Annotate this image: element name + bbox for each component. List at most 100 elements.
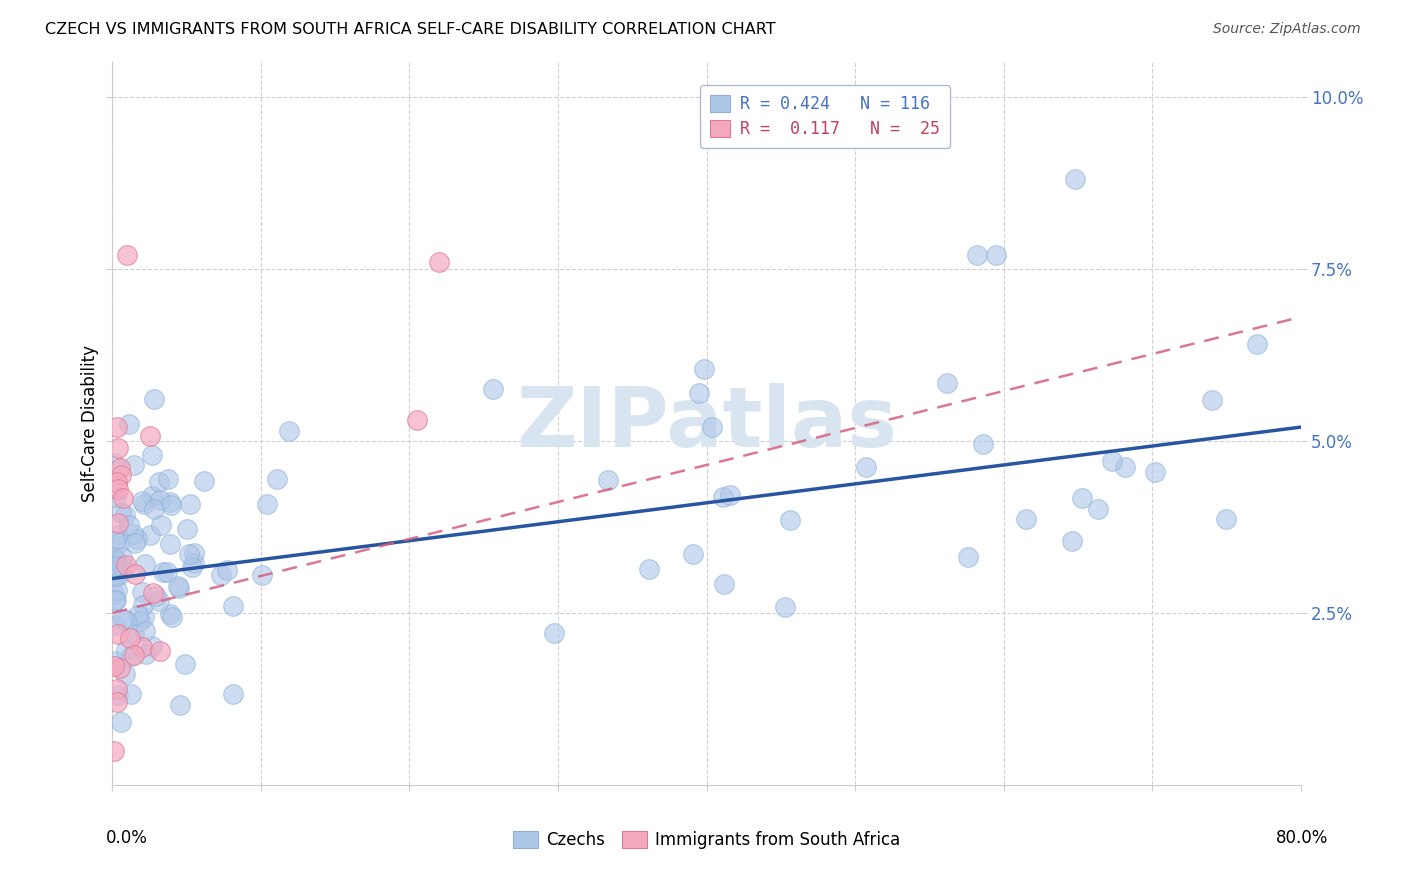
Point bbox=[114, 667, 136, 681]
Point bbox=[181, 559, 204, 574]
Text: CZECH VS IMMIGRANTS FROM SOUTH AFRICA SELF-CARE DISABILITY CORRELATION CHART: CZECH VS IMMIGRANTS FROM SOUTH AFRICA SE… bbox=[45, 22, 776, 37]
Point bbox=[105, 582, 128, 597]
Point bbox=[143, 502, 166, 516]
Point bbox=[688, 386, 710, 401]
Point bbox=[107, 536, 129, 550]
Point bbox=[117, 248, 139, 262]
Point bbox=[779, 513, 801, 527]
Point bbox=[157, 472, 180, 486]
Point bbox=[107, 516, 129, 530]
Point bbox=[775, 600, 797, 615]
Point bbox=[110, 506, 132, 520]
Point bbox=[1201, 392, 1223, 407]
Point bbox=[118, 417, 141, 431]
Point bbox=[104, 558, 127, 573]
Point bbox=[127, 608, 149, 623]
Point bbox=[222, 599, 245, 614]
Point bbox=[121, 527, 143, 541]
Point bbox=[1060, 533, 1083, 548]
Point bbox=[159, 537, 181, 551]
Point bbox=[152, 565, 174, 579]
Point bbox=[107, 688, 129, 702]
Point bbox=[177, 547, 200, 561]
Point bbox=[134, 610, 156, 624]
Point bbox=[277, 424, 299, 438]
Point bbox=[103, 743, 125, 757]
Point bbox=[131, 585, 153, 599]
Point bbox=[256, 497, 278, 511]
Point bbox=[103, 587, 125, 601]
Point bbox=[406, 413, 429, 427]
Point bbox=[103, 568, 125, 582]
Point bbox=[481, 382, 503, 396]
Point bbox=[855, 460, 877, 475]
Point bbox=[112, 491, 135, 505]
Text: Source: ZipAtlas.com: Source: ZipAtlas.com bbox=[1213, 22, 1361, 37]
Point bbox=[1063, 172, 1085, 186]
Point bbox=[120, 649, 142, 664]
Point bbox=[114, 642, 136, 657]
Point bbox=[1143, 466, 1166, 480]
Point bbox=[193, 475, 215, 489]
Point bbox=[638, 562, 661, 576]
Point bbox=[682, 547, 704, 561]
Point bbox=[209, 568, 232, 582]
Point bbox=[250, 568, 273, 582]
Point bbox=[138, 429, 160, 443]
Point bbox=[143, 392, 166, 407]
Point bbox=[104, 593, 127, 607]
Point bbox=[159, 607, 181, 621]
Point bbox=[972, 437, 994, 451]
Point bbox=[124, 567, 146, 582]
Point bbox=[103, 658, 125, 673]
Point bbox=[118, 518, 141, 533]
Legend: Czechs, Immigrants from South Africa: Czechs, Immigrants from South Africa bbox=[506, 824, 907, 856]
Point bbox=[1114, 459, 1136, 474]
Point bbox=[1215, 512, 1237, 526]
Point bbox=[167, 581, 190, 595]
Point bbox=[105, 695, 128, 709]
Point bbox=[966, 248, 988, 262]
Point bbox=[174, 657, 197, 672]
Point bbox=[134, 558, 156, 572]
Point bbox=[718, 487, 741, 501]
Point bbox=[103, 456, 125, 470]
Point bbox=[124, 536, 146, 550]
Y-axis label: Self-Care Disability: Self-Care Disability bbox=[80, 345, 98, 502]
Point bbox=[141, 489, 163, 503]
Point bbox=[107, 528, 129, 542]
Point bbox=[104, 568, 127, 582]
Point bbox=[141, 448, 163, 462]
Point bbox=[167, 579, 190, 593]
Point bbox=[1071, 491, 1094, 505]
Point bbox=[124, 626, 146, 640]
Point bbox=[108, 661, 131, 675]
Point bbox=[984, 248, 1007, 262]
Point bbox=[107, 626, 129, 640]
Point bbox=[142, 586, 165, 600]
Point bbox=[120, 687, 142, 701]
Point bbox=[118, 632, 141, 646]
Point bbox=[104, 534, 127, 549]
Point bbox=[104, 654, 127, 668]
Point bbox=[105, 475, 128, 490]
Point bbox=[693, 361, 716, 376]
Point bbox=[711, 490, 734, 504]
Point bbox=[700, 419, 723, 434]
Point bbox=[1101, 454, 1123, 468]
Text: 0.0%: 0.0% bbox=[105, 829, 148, 847]
Point bbox=[111, 559, 134, 574]
Point bbox=[183, 546, 205, 560]
Point bbox=[107, 558, 129, 573]
Point bbox=[111, 550, 134, 565]
Point bbox=[132, 497, 155, 511]
Point bbox=[427, 255, 450, 269]
Point bbox=[221, 687, 243, 701]
Point bbox=[111, 612, 134, 626]
Point bbox=[148, 475, 170, 490]
Point bbox=[149, 518, 172, 533]
Point bbox=[125, 532, 148, 546]
Point bbox=[114, 508, 136, 522]
Point bbox=[110, 714, 132, 729]
Point bbox=[104, 551, 127, 566]
